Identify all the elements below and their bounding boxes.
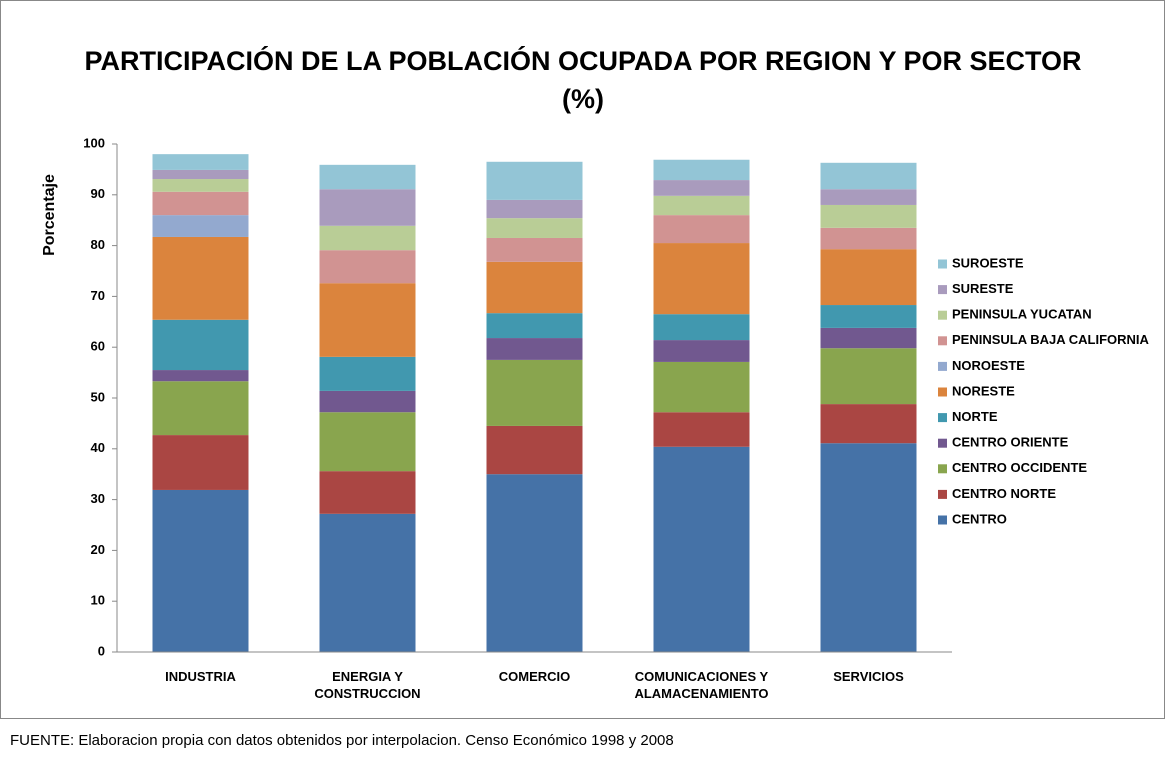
bar-segment [486, 313, 583, 339]
bar-segment [820, 162, 917, 190]
chart-title: PARTICIPACIÓN DE LA POBLACIÓN OCUPADA PO… [84, 46, 1082, 114]
bar-segment [152, 154, 249, 170]
bar-segment [152, 236, 249, 320]
legend-label: NOROESTE [952, 358, 1025, 373]
bar-segment [319, 189, 416, 226]
bar-segment [152, 370, 249, 382]
bar-segment [152, 381, 249, 436]
bar-segment [319, 471, 416, 514]
y-tick-label: 80 [91, 237, 105, 252]
y-tick-label: 30 [91, 491, 105, 506]
bar-segment [653, 159, 750, 181]
y-tick-label: 20 [91, 542, 105, 557]
bar-segment [486, 474, 583, 652]
legend-label: CENTRO ORIENTE [952, 435, 1069, 450]
y-tick-label: 100 [83, 135, 105, 150]
bar-segment [653, 243, 750, 315]
y-tick-label: 10 [91, 593, 105, 608]
bar-segment [653, 215, 750, 244]
x-tick-label: COMERCIO [498, 669, 571, 684]
legend-swatch [938, 310, 947, 320]
y-tick-label: 0 [98, 643, 105, 658]
bar-segment [319, 513, 416, 652]
bar-segment [653, 340, 750, 362]
legend-label: PENINSULA YUCATAN [952, 307, 1092, 322]
legend-label: NORTE [952, 409, 998, 424]
bar-segment [820, 227, 917, 250]
legend-label: SURESTE [952, 281, 1014, 296]
bar-segment [486, 338, 583, 360]
bar-segment [653, 412, 750, 447]
bar-segment [486, 199, 583, 219]
legend-swatch [938, 361, 947, 371]
bar-segment [152, 319, 249, 371]
bar-segment [820, 204, 917, 228]
bar-segment [152, 191, 249, 216]
legend-swatch [938, 285, 947, 295]
legend-swatch [938, 438, 947, 448]
y-tick-label: 90 [91, 186, 105, 201]
bar-segment [152, 215, 249, 237]
legend-label: CENTRO OCCIDENTE [952, 460, 1087, 475]
x-tick-label: SERVICIOS [833, 669, 904, 684]
bar-segment [820, 189, 917, 205]
legend-swatch [938, 489, 947, 499]
legend-swatch [938, 387, 947, 397]
y-tick-label: 40 [91, 440, 105, 455]
bar-segment [486, 161, 583, 200]
legend-swatch [938, 515, 947, 525]
legend-swatch [938, 413, 947, 423]
y-tick-label: 70 [91, 288, 105, 303]
bar-segment [319, 390, 416, 413]
source-note: FUENTE: Elaboracion propia con datos obt… [10, 732, 674, 749]
bar-segment [820, 443, 917, 652]
x-tick-label: ENERGIA Y CONSTRUCCION [314, 669, 421, 701]
legend-label: SUROESTE [952, 255, 1024, 270]
legend-label: NORESTE [952, 383, 1015, 398]
bar-segment [319, 412, 416, 472]
y-axis-label: Porcentaje [41, 174, 58, 256]
x-tick-label: COMUNICACIONES Y ALAMACENAMIENTO [634, 669, 769, 701]
bar-segment [152, 435, 249, 490]
legend-label: PENINSULA BAJA CALIFORNIA [952, 332, 1150, 347]
x-tick-label: INDUSTRIA [165, 669, 236, 684]
bar-segment [653, 361, 750, 413]
y-tick-label: 50 [91, 389, 105, 404]
bar-segment [486, 359, 583, 426]
bar-segment [486, 425, 583, 475]
bar-segment [486, 261, 583, 314]
bar-segment [319, 250, 416, 284]
bar-segment [319, 283, 416, 357]
bar-segment [152, 169, 249, 180]
legend-label: CENTRO [952, 511, 1007, 526]
bar-segment [319, 356, 416, 391]
legend-swatch [938, 336, 947, 346]
bar-segment [653, 314, 750, 341]
bar-segment [319, 225, 416, 251]
bar-segment [653, 446, 750, 652]
legend-label: CENTRO NORTE [952, 486, 1056, 501]
bar-segment [152, 489, 249, 652]
bar-segment [653, 195, 750, 216]
bar-segment [486, 237, 583, 262]
bar-segment [820, 249, 917, 306]
bar-segment [820, 404, 917, 444]
legend-swatch [938, 259, 947, 269]
y-tick-label: 60 [91, 339, 105, 354]
bar-segment [152, 179, 249, 192]
bar-segment [653, 180, 750, 196]
bar-segment [820, 305, 917, 328]
bar-segment [319, 164, 416, 190]
bar-segment [820, 327, 917, 349]
bar-segment [820, 348, 917, 405]
legend-swatch [938, 464, 947, 474]
bar-segment [486, 218, 583, 238]
